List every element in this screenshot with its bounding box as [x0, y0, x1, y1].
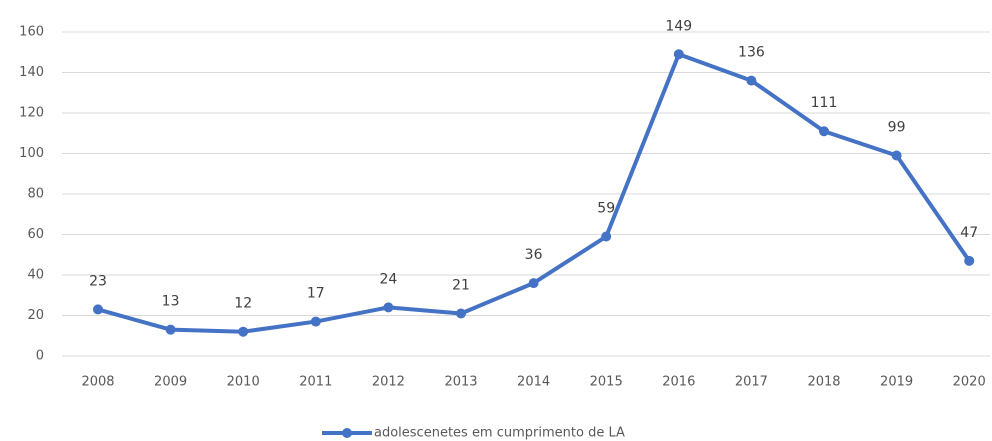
x-tick-label: 2014: [517, 375, 550, 390]
data-label: 13: [162, 294, 180, 310]
data-point: [383, 302, 394, 313]
data-point: [746, 75, 757, 86]
data-label: 24: [379, 271, 397, 287]
y-tick-label: 120: [19, 106, 44, 121]
x-tick-label: 2010: [227, 375, 260, 390]
data-label: 36: [525, 247, 543, 263]
x-tick-label: 2013: [444, 375, 477, 390]
y-tick-label: 20: [27, 308, 44, 323]
data-line: [97, 52, 971, 334]
data-point: [238, 326, 249, 337]
y-tick-label: 160: [19, 25, 44, 40]
data-label: 23: [89, 273, 107, 289]
x-tick-label: 2009: [154, 375, 187, 390]
data-label: 111: [811, 95, 838, 111]
data-label: 149: [665, 18, 692, 34]
data-point: [528, 278, 539, 289]
x-tick-label: 2015: [590, 375, 623, 390]
data-point: [165, 324, 176, 335]
legend-label: adolescenetes em cumprimento de LA: [374, 426, 625, 441]
data-point: [456, 308, 466, 319]
y-tick-label: 0: [36, 349, 44, 364]
y-tick-label: 40: [27, 268, 44, 283]
data-point: [819, 126, 829, 137]
data-point: [93, 304, 103, 315]
x-tick-label: 2018: [807, 375, 840, 390]
x-tick-label: 2017: [735, 375, 768, 390]
y-tick-label: 100: [19, 146, 44, 161]
x-tick-label: 2019: [880, 375, 913, 390]
data-label: 17: [307, 286, 325, 302]
data-point: [310, 316, 321, 327]
data-label: 21: [452, 277, 470, 293]
data-label: 136: [738, 45, 765, 61]
data-label: 99: [888, 120, 906, 136]
x-tick-label: 2012: [372, 375, 405, 390]
x-tick-label: 2020: [953, 375, 986, 390]
y-tick-label: 60: [27, 227, 44, 242]
data-point: [673, 49, 684, 60]
data-point: [601, 231, 612, 242]
data-point: [964, 255, 975, 266]
data-point: [891, 150, 902, 161]
y-tick-label: 80: [27, 187, 44, 202]
legend-marker: [342, 428, 352, 438]
data-label: 59: [597, 201, 615, 217]
y-tick-label: 140: [19, 65, 44, 80]
x-tick-label: 2011: [299, 375, 332, 390]
x-tick-label: 2008: [81, 375, 114, 390]
data-label: 47: [960, 225, 978, 241]
data-label: 12: [234, 296, 252, 312]
x-tick-label: 2016: [662, 375, 695, 390]
